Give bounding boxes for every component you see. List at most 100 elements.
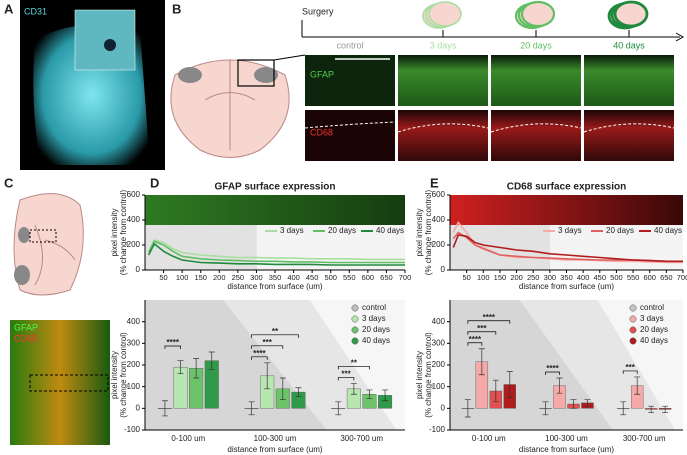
legend-swatch	[351, 337, 359, 345]
boundary	[583, 123, 675, 133]
row-label: GFAP	[310, 69, 334, 79]
legend-label: 20 days	[362, 325, 390, 334]
row-label: CD68	[310, 127, 333, 137]
error-bar	[506, 371, 513, 398]
y-tick-label: 0	[136, 265, 141, 274]
y-tick-label: 200	[127, 360, 141, 369]
y-tick-label: 200	[432, 240, 446, 249]
legend-swatch	[351, 304, 359, 312]
error-bar	[478, 348, 485, 376]
image-strip	[145, 195, 405, 225]
error-bar	[382, 389, 389, 402]
x-tick-label: 200	[213, 273, 226, 282]
significance-label: ****	[253, 349, 266, 358]
chart-title: CD68 surface expression	[507, 182, 627, 193]
error-bar	[570, 399, 577, 409]
y-tick-label: 200	[127, 240, 141, 249]
x-tick-label: 450	[594, 273, 607, 282]
legend-swatch	[629, 315, 637, 323]
y-tick-label: 0	[441, 403, 446, 412]
gfap-image	[398, 55, 488, 106]
x-tick-label: 300	[544, 273, 557, 282]
x-tick-label: 100-300 um	[545, 434, 588, 443]
significance-label: ***	[263, 338, 273, 347]
x-axis-label: distance from surface (um)	[519, 445, 614, 454]
brain-icon	[520, 0, 556, 28]
legend-swatch	[351, 315, 359, 323]
y-tick-label: 300	[127, 338, 141, 347]
y-tick-label: 100	[127, 382, 141, 391]
surgery-label: Surgery	[302, 6, 334, 16]
significance-bracket	[337, 366, 370, 370]
significance-label: ****	[469, 335, 482, 344]
brain	[170, 54, 306, 158]
y-axis-label: (% change from control)	[424, 332, 433, 418]
error-bar	[542, 401, 549, 416]
chart-title: GFAP surface expression	[215, 182, 336, 193]
significance-label: ***	[341, 370, 351, 379]
x-tick-label: 500	[610, 273, 623, 282]
y-tick-label: 400	[127, 317, 141, 326]
legend-label: 20 days	[606, 226, 634, 235]
legend-label: control	[362, 303, 386, 312]
inset	[74, 9, 136, 71]
error-bar	[208, 351, 215, 370]
gfap-image	[584, 55, 674, 106]
y-axis-label: (% change from control)	[119, 332, 128, 418]
error-bar	[366, 389, 373, 399]
roi	[29, 374, 109, 392]
y-axis-label: pixel intensity	[415, 351, 424, 399]
y-axis-label: pixel intensity	[415, 208, 424, 256]
significance-label: ****	[546, 364, 559, 373]
legend-label: 3 days	[640, 314, 664, 323]
brain-half	[13, 193, 84, 296]
error-bar	[648, 405, 655, 414]
legend-swatch	[351, 326, 359, 334]
x-tick-label: 700	[399, 273, 412, 282]
y-tick-label: 100	[432, 382, 446, 391]
x-tick-label: 250	[232, 273, 245, 282]
error-bar	[177, 360, 184, 375]
x-tick-label: 50	[159, 273, 167, 282]
legend-swatch	[629, 337, 637, 345]
error-bar	[335, 401, 342, 416]
x-tick-label: 400	[287, 273, 300, 282]
x-axis-label: distance from surface (um)	[227, 282, 322, 291]
error-bar	[464, 399, 471, 418]
boundary	[397, 123, 489, 133]
x-tick-label: 250	[527, 273, 540, 282]
y-tick-label: -100	[429, 425, 446, 434]
significance-bracket	[337, 377, 355, 381]
x-tick-label: 700	[677, 273, 687, 282]
stain-label: CD31	[24, 6, 47, 16]
y-tick-label: 400	[432, 317, 446, 326]
x-tick-label: 600	[362, 273, 375, 282]
x-tick-label: 0-100 um	[171, 434, 205, 443]
cd68-image	[305, 110, 395, 161]
legend-swatch	[629, 326, 637, 334]
brain-icon	[428, 1, 462, 27]
timepoint-label: 40 days	[613, 40, 645, 50]
boundary	[304, 121, 396, 129]
x-tick-label: 50	[462, 273, 470, 282]
panel-label: D	[150, 175, 159, 190]
significance-bracket	[467, 320, 511, 324]
x-tick-label: 150	[494, 273, 507, 282]
legend-label: 20 days	[640, 325, 668, 334]
x-tick-label: 100	[176, 273, 189, 282]
significance-label: ****	[483, 313, 496, 322]
significance-bracket	[251, 334, 299, 338]
significance-label: **	[351, 359, 358, 368]
error-bar	[584, 399, 591, 407]
error-bar	[662, 405, 669, 414]
y-tick-label: 0	[136, 403, 141, 412]
error-bar	[350, 383, 357, 395]
series-line	[147, 242, 405, 266]
panel-label: E	[430, 175, 439, 190]
legend-label: 40 days	[376, 226, 404, 235]
x-tick-label: 100-300 um	[254, 434, 297, 443]
y-axis-label: (% change from control)	[119, 189, 128, 275]
x-tick-label: 550	[343, 273, 356, 282]
image-strip	[450, 195, 683, 225]
